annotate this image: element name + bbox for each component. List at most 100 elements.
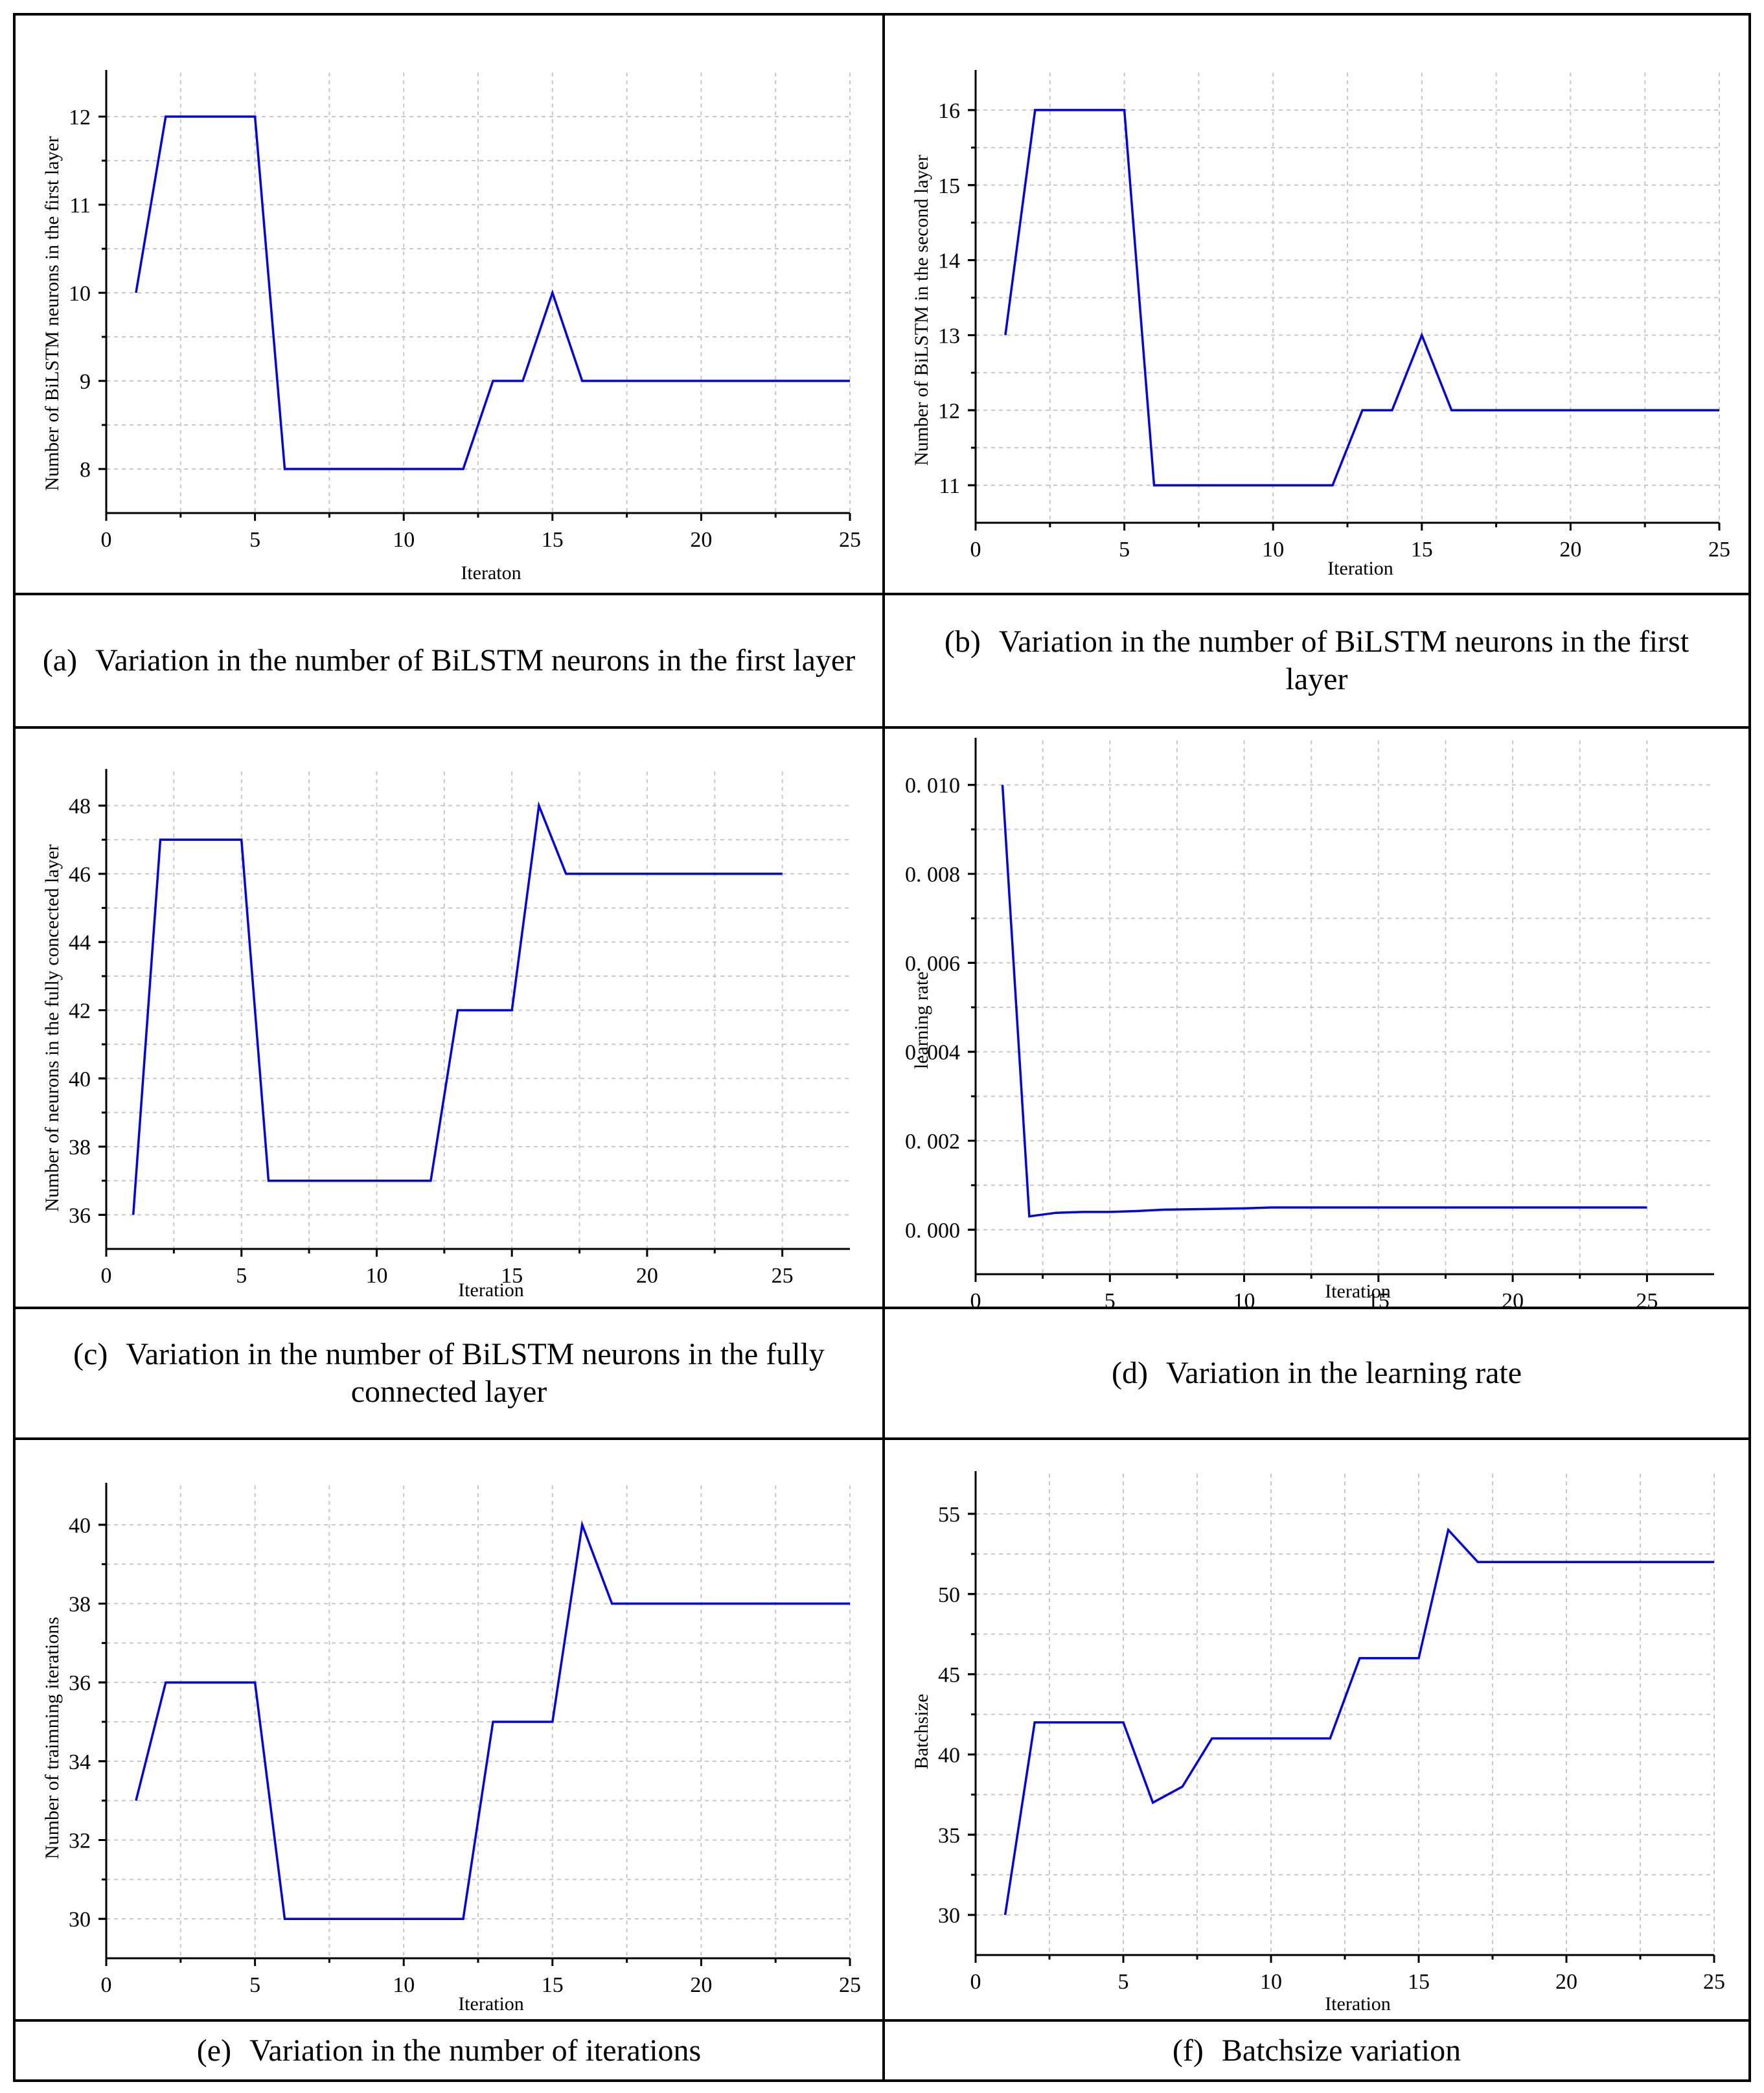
chart-a-svg: 0 5 10 15 20 25 8 9 10 11 12 Iteraton Number of BiLS… <box>41 70 861 584</box>
x-tick-label: 10 <box>365 1264 387 1288</box>
row-divider <box>16 726 1748 729</box>
x-tick-label: 0 <box>101 1264 112 1288</box>
grid-lines <box>976 740 1714 1274</box>
y-tick-label: 32 <box>69 1829 91 1853</box>
grid-lines <box>976 73 1720 523</box>
x-tick-label: 0 <box>101 1973 112 1997</box>
y-tick-label: 40 <box>69 1514 91 1538</box>
caption-b: (b) Variation in the number of BiLSTM neu… <box>885 595 1748 726</box>
caption-f: (f) Batchsize variation <box>885 2022 1748 2079</box>
x-tick-label: 15 <box>1408 1970 1430 1994</box>
y-axis-label: Number of neurons in the fully concected… <box>41 844 63 1211</box>
x-axis-label: Iteraton <box>461 562 521 584</box>
x-axis-label: Iteration <box>458 1279 524 1301</box>
y-tick-label: 55 <box>938 1503 960 1527</box>
series-line <box>1001 784 1647 1218</box>
grid-lines <box>106 73 851 513</box>
y-axis-label: Number of BiLSTM in the second layer <box>911 155 932 466</box>
chart-panel-b: 0 5 10 15 20 25 11 12 13 14 15 16 Iteration Number of… <box>885 16 1748 593</box>
x-tick-label: 0 <box>101 528 112 552</box>
y-tick-label: 12 <box>938 399 960 423</box>
y-tick-label: 40 <box>69 1068 91 1092</box>
x-tick-label: 15 <box>501 1264 523 1288</box>
x-tick-label: 15 <box>542 1973 564 1997</box>
x-tick-label: 0 <box>970 1970 981 1994</box>
caption-letter: (c) <box>73 1337 108 1371</box>
series-line <box>1003 1527 1714 1916</box>
y-tick-label: 44 <box>69 931 91 955</box>
y-axis-label: Number of BiLSTM neurons in the first la… <box>41 136 63 490</box>
x-tick-label: 20 <box>1502 1289 1524 1307</box>
chart-panel-a: 0 5 10 15 20 25 8 9 10 11 12 Iteraton Number of BiLS… <box>16 16 882 593</box>
caption-e: (e) Variation in the number of iterations <box>16 2022 882 2079</box>
series-line <box>135 1520 850 1920</box>
y-tick-label: 10 <box>69 282 91 306</box>
series-line <box>135 115 850 470</box>
row-divider <box>16 1437 1748 1440</box>
x-tick-label: 5 <box>249 1973 260 1997</box>
caption-letter: (b) <box>944 624 981 659</box>
y-tick-label: 0. 004 <box>905 1041 960 1065</box>
chart-panel-c: 0 5 10 15 20 25 36 38 40 42 44 46 48 Iteration Number … <box>16 729 882 1307</box>
x-tick-label: 10 <box>393 1973 415 1997</box>
x-tick-label: 5 <box>1119 538 1130 562</box>
x-tick-label: 25 <box>772 1264 794 1288</box>
caption-text: Variation in the learning rate <box>1165 1356 1522 1390</box>
y-tick-label: 15 <box>938 174 960 198</box>
y-tick-label: 14 <box>938 249 960 273</box>
grid-lines <box>106 1485 851 1958</box>
x-tick-label: 0 <box>970 1289 981 1307</box>
figure-grid: 0 5 10 15 20 25 8 9 10 11 12 Iteraton Number of BiLS… <box>13 13 1751 2082</box>
x-tick-label: 25 <box>1636 1289 1658 1307</box>
y-tick-label: 0. 002 <box>905 1130 960 1154</box>
y-tick-label: 38 <box>69 1593 91 1617</box>
x-tick-label: 10 <box>1260 1970 1282 1994</box>
y-tick-label: 35 <box>938 1824 960 1847</box>
y-tick-label: 13 <box>938 324 960 348</box>
y-tick-label: 30 <box>69 1908 91 1932</box>
x-tick-label: 5 <box>236 1264 247 1288</box>
y-tick-label: 9 <box>80 370 91 394</box>
y-tick-label: 36 <box>69 1204 91 1228</box>
x-tick-label: 25 <box>839 1973 861 1997</box>
chart-c-svg: 0 5 10 15 20 25 36 38 40 42 44 46 48 Iteration Number … <box>41 769 850 1301</box>
caption-a: (a) Variation in the number of BiLSTM neu… <box>16 595 882 726</box>
x-tick-label: 20 <box>690 528 712 552</box>
x-axis-label: Iteration <box>1325 1993 1391 2015</box>
x-tick-label: 10 <box>1233 1289 1255 1307</box>
y-tick-label: 48 <box>69 795 91 819</box>
x-tick-label: 10 <box>1262 538 1284 562</box>
column-divider <box>882 16 885 2079</box>
chart-panel-e: 0 5 10 15 20 25 30 32 34 36 38 40 Iteration Number of… <box>16 1440 882 2019</box>
x-tick-label: 0 <box>970 538 981 562</box>
chart-e-svg: 0 5 10 15 20 25 30 32 34 36 38 40 Iteration Number of… <box>41 1483 861 2015</box>
y-tick-label: 40 <box>938 1743 960 1767</box>
y-tick-label: 46 <box>69 863 91 887</box>
y-tick-label: 30 <box>938 1904 960 1928</box>
y-tick-label: 36 <box>69 1671 91 1695</box>
y-tick-label: 8 <box>80 458 91 482</box>
caption-c: (c) Variation in the number of BiLSTM neu… <box>16 1309 882 1437</box>
x-tick-label: 20 <box>636 1264 658 1288</box>
caption-letter: (e) <box>196 2033 232 2068</box>
x-tick-label: 5 <box>249 528 260 552</box>
y-tick-label: 0. 008 <box>905 863 960 887</box>
x-axis-label: Iteration <box>458 1993 524 2015</box>
series-line <box>1004 109 1719 486</box>
x-tick-label: 15 <box>542 528 564 552</box>
caption-text: Variation in the number of BiLSTM neuron… <box>95 643 856 678</box>
x-tick-label: 15 <box>1368 1289 1390 1307</box>
y-tick-label: 0. 000 <box>905 1218 960 1242</box>
chart-d-svg: 0 5 10 15 20 25 0. 000 0. 002 0. 004 0. 006 0. 008… <box>905 738 1714 1307</box>
x-tick-label: 20 <box>1555 1970 1577 1994</box>
y-axis-label: learning rate <box>911 972 932 1069</box>
chart-f-svg: 0 5 10 15 20 25 30 35 40 45 50 55 Iteration Batchsize <box>911 1471 1725 2015</box>
x-axis-label: Iteration <box>1325 1281 1391 1302</box>
x-tick-label: 10 <box>393 528 415 552</box>
x-tick-label: 20 <box>1559 538 1581 562</box>
y-tick-label: 34 <box>69 1750 91 1774</box>
y-axis-label: Batchsize <box>911 1694 932 1770</box>
chart-b-svg: 0 5 10 15 20 25 11 12 13 14 15 16 Iteration Number of… <box>911 70 1730 579</box>
y-tick-label: 45 <box>938 1664 960 1687</box>
x-tick-label: 5 <box>1105 1289 1116 1307</box>
